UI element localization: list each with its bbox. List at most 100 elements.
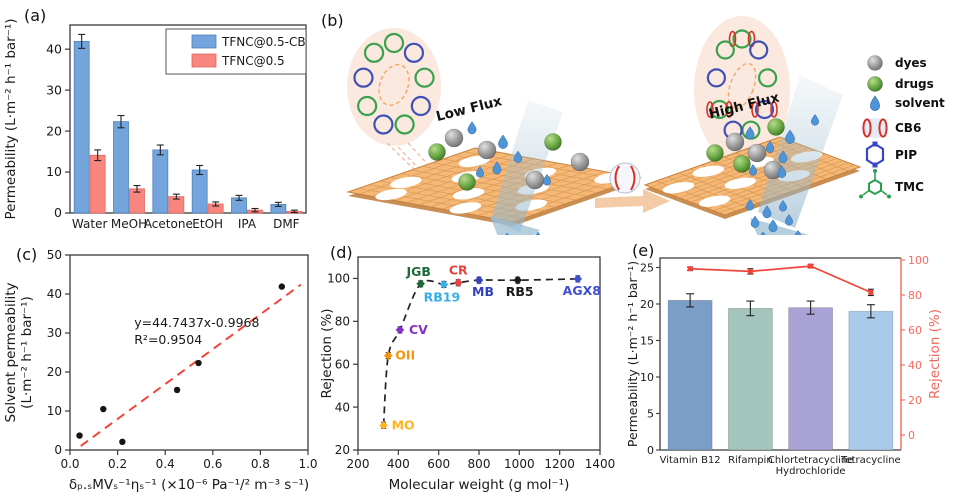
point-label: MO bbox=[392, 417, 415, 432]
cb6-ring bbox=[706, 101, 714, 118]
rejection-marker bbox=[747, 268, 753, 274]
pip-n-top-icon bbox=[872, 141, 878, 147]
y-axis-title: Rejection (%) bbox=[319, 308, 335, 398]
left-axis-title: Permeability (L·m⁻² h⁻¹ bar⁻¹) bbox=[628, 261, 640, 447]
membrane-pore bbox=[375, 188, 407, 201]
legend-box bbox=[165, 28, 307, 75]
molecule-ring bbox=[749, 40, 769, 60]
y-axis-title: Permeability (L·m⁻² h⁻¹ bar⁻¹) bbox=[3, 18, 19, 219]
molecule-ring bbox=[414, 67, 435, 88]
category-label: MeOH bbox=[111, 217, 147, 231]
data-point bbox=[173, 386, 181, 394]
solvent-droplet bbox=[749, 163, 757, 176]
solvent-droplet bbox=[811, 113, 819, 126]
cb6-ring bbox=[725, 101, 733, 118]
solvent-droplet bbox=[750, 215, 760, 228]
left-tick-label: 10 bbox=[640, 371, 654, 384]
solvent-droplet bbox=[476, 165, 484, 178]
transition-arrow bbox=[595, 189, 670, 213]
y-tick-label: 10 bbox=[46, 164, 62, 179]
left-tick-label: 5 bbox=[647, 407, 654, 420]
right-tick-label: 40 bbox=[908, 359, 922, 372]
molecule-ring bbox=[394, 114, 415, 135]
solvent-droplet bbox=[765, 140, 775, 153]
legend-label-solvent: solvent bbox=[895, 96, 945, 110]
y-tick-label: 0 bbox=[54, 443, 62, 457]
membrane-pore bbox=[662, 182, 695, 194]
cb6-body-icon bbox=[864, 118, 886, 138]
legend-label-pip: PIP bbox=[895, 148, 917, 162]
right-tick-label: 20 bbox=[908, 394, 922, 407]
drug-sphere bbox=[428, 143, 446, 161]
membrane-pore bbox=[724, 177, 757, 189]
solvent-droplet bbox=[513, 150, 523, 163]
data-point bbox=[513, 275, 523, 285]
droplet-icon bbox=[870, 95, 880, 111]
active-layer-bubble bbox=[347, 28, 441, 146]
y-tick-label: 30 bbox=[47, 326, 62, 340]
cb6-right-ring-icon bbox=[878, 118, 888, 138]
x-tick-label: 1.0 bbox=[298, 457, 317, 471]
x-axis-title: Molecular weight (g mol⁻¹) bbox=[389, 477, 570, 493]
drug-sphere bbox=[706, 144, 724, 162]
legend-label: TFNC@0.5-CB bbox=[221, 35, 306, 49]
axes-box bbox=[69, 24, 307, 214]
x-tick-label: 1000 bbox=[504, 457, 535, 471]
data-point bbox=[379, 421, 388, 430]
molecule-ring bbox=[709, 99, 730, 120]
y-tick-label: 10 bbox=[47, 404, 62, 418]
solvent-droplet bbox=[785, 129, 795, 144]
high-flux-band bbox=[758, 75, 843, 228]
data-point bbox=[100, 405, 107, 413]
bar bbox=[152, 149, 169, 214]
data-point bbox=[453, 278, 463, 288]
schematic-legend: dyes drugs solvent CB6 PIP bbox=[859, 55, 945, 199]
category-label: EtOH bbox=[192, 217, 223, 231]
data-point bbox=[278, 283, 286, 290]
molecule-ring bbox=[410, 95, 431, 117]
solvent-droplet bbox=[505, 232, 509, 235]
rejection-marker bbox=[808, 263, 814, 269]
bar bbox=[73, 40, 90, 214]
dye-sphere bbox=[725, 132, 745, 152]
molecule-ring bbox=[363, 42, 385, 63]
bar bbox=[788, 307, 834, 451]
solvent-droplet bbox=[762, 205, 772, 219]
solvent-droplet bbox=[779, 199, 787, 212]
left-tick-label: 0 bbox=[647, 444, 654, 457]
y-tick-label: 30 bbox=[46, 82, 62, 97]
x-tick-label: 1400 bbox=[585, 457, 616, 471]
legend-label: TFNC@0.5 bbox=[221, 54, 285, 68]
dye-sphere bbox=[525, 170, 545, 190]
molecule-ring bbox=[403, 42, 425, 63]
right-tick-label: 60 bbox=[908, 324, 922, 337]
molecule-ring bbox=[732, 29, 752, 49]
membrane-pore bbox=[692, 165, 725, 177]
legend-item-solvent: solvent bbox=[870, 95, 945, 111]
y-tick-label: 40 bbox=[47, 287, 62, 301]
y-tick-label: 100 bbox=[327, 272, 350, 286]
left-tick-label: 25 bbox=[640, 261, 654, 274]
panel-a-bar-chart: (a) 0 10 20 30 40 Permeability (L·m⁻² h⁻¹ bar… bbox=[3, 6, 307, 231]
cavity-dashed-ring bbox=[727, 62, 757, 110]
category-label: Vitamin B12 bbox=[660, 455, 721, 466]
drug-sphere bbox=[544, 133, 562, 151]
x-tick-label: 0.4 bbox=[156, 457, 175, 471]
fit-equation: y=44.7437x-0.9968 bbox=[134, 315, 259, 330]
pip-n-bottom-icon bbox=[872, 162, 878, 168]
y-tick-label: 0 bbox=[54, 205, 62, 220]
molecule-ring bbox=[353, 67, 374, 88]
x-tick-label: 0.8 bbox=[251, 457, 270, 471]
x-axis-title: δₚ.ₛMVₛ⁻¹ηₛ⁻¹ (×10⁻⁶ Pa⁻¹/² m⁻³ s⁻¹) bbox=[69, 477, 309, 493]
tmc-ring-icon bbox=[868, 178, 882, 196]
fit-line bbox=[80, 283, 302, 447]
right-tick-label: 100 bbox=[908, 254, 929, 267]
cb6-ring bbox=[770, 101, 778, 118]
y-tick-label: 80 bbox=[335, 315, 350, 329]
right-tick-label: 0 bbox=[908, 429, 915, 442]
point-label: RB19 bbox=[424, 289, 461, 304]
panel-c-scatter-chart: (c) 0.0 0.2 0.4 0.6 0.8 1.0 0 10 20 30 40 50 y=44.74… bbox=[3, 245, 318, 493]
solvent-droplet bbox=[768, 219, 778, 233]
solvent-droplet bbox=[535, 231, 541, 235]
legend-item-drugs: drugs bbox=[867, 76, 934, 92]
